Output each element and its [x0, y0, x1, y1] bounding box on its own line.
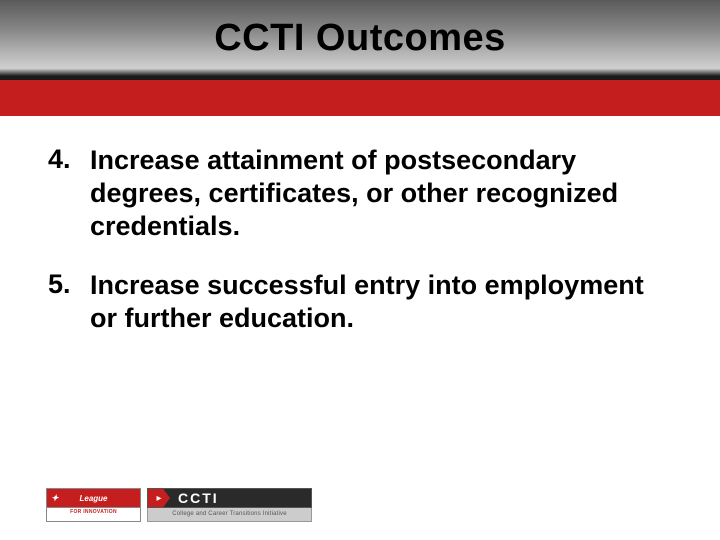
content-area: 4. Increase attainment of postsecondary …: [0, 116, 720, 381]
ccti-arrow-icon: [148, 489, 170, 507]
ccti-logo: CCTI College and Career Transitions Init…: [147, 488, 312, 522]
item-number: 4.: [46, 144, 90, 243]
slide-title: CCTI Outcomes: [214, 17, 506, 60]
list-item: 4. Increase attainment of postsecondary …: [46, 144, 674, 243]
accent-band: [0, 80, 720, 116]
league-logo-text: League: [79, 494, 107, 503]
ccti-logo-top: CCTI: [147, 488, 312, 508]
item-number: 5.: [46, 269, 90, 335]
league-logo-bottom: FOR INNOVATION: [46, 508, 141, 522]
ccti-logo-label: CCTI: [170, 490, 219, 506]
list-item: 5. Increase successful entry into employ…: [46, 269, 674, 335]
item-text: Increase attainment of postsecondary deg…: [90, 144, 674, 243]
ccti-logo-subtitle: College and Career Transitions Initiativ…: [147, 508, 312, 522]
footer-logos: League FOR INNOVATION CCTI College and C…: [46, 488, 312, 522]
item-text: Increase successful entry into employmen…: [90, 269, 674, 335]
league-logo: League FOR INNOVATION: [46, 488, 141, 522]
header-band: CCTI Outcomes: [0, 0, 720, 80]
league-logo-top: League: [46, 488, 141, 508]
